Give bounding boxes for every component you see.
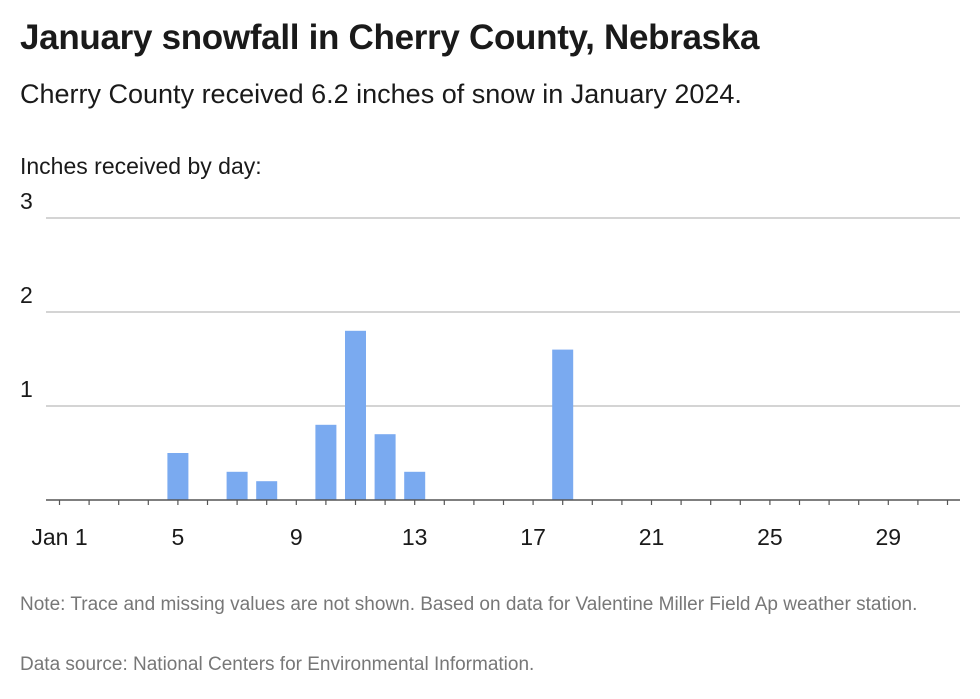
x-tick-label: 21 — [639, 524, 665, 550]
bar — [256, 481, 278, 500]
bar — [315, 424, 337, 500]
bar — [374, 434, 396, 500]
bar — [552, 349, 574, 500]
x-tick-label: 25 — [757, 524, 783, 550]
chart-title: January snowfall in Cherry County, Nebra… — [20, 18, 760, 57]
x-tick-label: Jan 1 — [31, 524, 87, 550]
x-tick-label: 5 — [172, 524, 185, 550]
y-tick-label: 1 — [20, 376, 33, 402]
bar — [226, 471, 248, 500]
bar — [167, 453, 189, 500]
snowfall-bar-chart: 1 2 3 Jan 1 5 9 13 17 21 25 29 — [20, 190, 960, 550]
y-tick-label: 3 — [20, 190, 33, 214]
chart-subtitle: Cherry County received 6.2 inches of sno… — [20, 79, 742, 109]
bar — [404, 471, 426, 500]
chart-note: Note: Trace and missing values are not s… — [20, 594, 918, 615]
x-tick-label: 29 — [876, 524, 902, 550]
y-tick-label: 2 — [20, 282, 33, 308]
x-tick-label: 9 — [290, 524, 303, 550]
data-source: Data source: National Centers for Enviro… — [20, 654, 535, 675]
x-tick-label: 13 — [402, 524, 428, 550]
x-tick-label: 17 — [520, 524, 546, 550]
y-axis-label: Inches received by day: — [20, 153, 262, 179]
bar — [345, 330, 366, 500]
